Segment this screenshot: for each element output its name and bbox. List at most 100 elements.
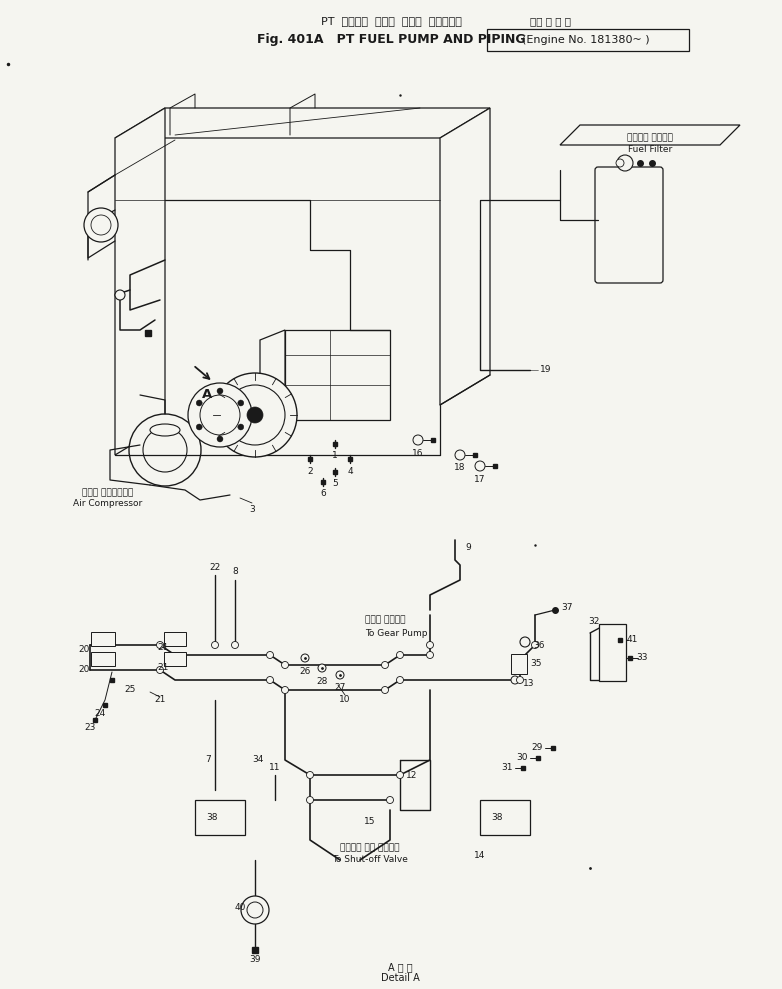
Text: （適 用 号 機: （適 用 号 機 — [530, 16, 571, 26]
Text: 15: 15 — [364, 818, 375, 827]
Text: 12: 12 — [407, 770, 418, 779]
Text: 37: 37 — [561, 603, 572, 612]
Circle shape — [382, 686, 389, 693]
Bar — [195, 800, 245, 835]
Circle shape — [520, 637, 530, 647]
Text: 20: 20 — [79, 666, 90, 674]
FancyBboxPatch shape — [91, 632, 115, 646]
Circle shape — [301, 654, 309, 662]
Text: 4: 4 — [347, 467, 353, 476]
Text: 29: 29 — [531, 744, 543, 753]
Circle shape — [211, 642, 218, 649]
Text: 21: 21 — [157, 644, 169, 653]
Circle shape — [241, 896, 269, 924]
Text: 22: 22 — [210, 563, 221, 572]
Text: 18: 18 — [454, 464, 466, 473]
Text: Detail A: Detail A — [381, 973, 419, 983]
Circle shape — [231, 642, 239, 649]
Text: 7: 7 — [205, 756, 211, 764]
Text: A: A — [202, 389, 212, 402]
Circle shape — [217, 436, 223, 442]
Circle shape — [318, 664, 326, 672]
Text: 31: 31 — [501, 764, 513, 772]
Text: 38: 38 — [491, 813, 503, 822]
Text: 9: 9 — [465, 544, 471, 553]
FancyBboxPatch shape — [164, 632, 186, 646]
Circle shape — [196, 424, 203, 430]
Text: To Shut-off Valve: To Shut-off Valve — [332, 855, 408, 864]
Circle shape — [396, 676, 404, 683]
Circle shape — [238, 400, 244, 406]
Text: 19: 19 — [540, 366, 551, 375]
Circle shape — [396, 771, 404, 778]
Text: シャット オフ バルブへ: シャット オフ バルブへ — [340, 844, 400, 853]
Text: 6: 6 — [320, 490, 326, 498]
Circle shape — [282, 686, 289, 693]
Text: 10: 10 — [339, 695, 351, 704]
FancyBboxPatch shape — [487, 29, 689, 51]
Polygon shape — [560, 125, 740, 145]
Circle shape — [188, 383, 252, 447]
Circle shape — [267, 652, 274, 659]
Text: 16: 16 — [412, 448, 424, 458]
Text: 11: 11 — [269, 764, 281, 772]
Text: (Engine No. 181380~ ): (Engine No. 181380~ ) — [522, 35, 650, 45]
Text: 34: 34 — [253, 756, 264, 764]
Circle shape — [382, 662, 389, 669]
Text: 5: 5 — [332, 480, 338, 489]
Text: 2: 2 — [307, 467, 313, 476]
Circle shape — [156, 667, 163, 674]
Circle shape — [238, 424, 244, 430]
Text: To Gear Pump: To Gear Pump — [365, 628, 428, 638]
Polygon shape — [115, 108, 490, 138]
Circle shape — [196, 400, 203, 406]
FancyBboxPatch shape — [599, 624, 626, 681]
Circle shape — [511, 676, 519, 684]
Circle shape — [516, 676, 523, 683]
Text: フェエル フィルタ: フェエル フィルタ — [627, 134, 673, 142]
Circle shape — [336, 671, 344, 679]
Text: エアー コンプレッサ: エアー コンプレッサ — [82, 489, 134, 497]
Text: 21: 21 — [154, 695, 166, 704]
Circle shape — [617, 155, 633, 171]
Circle shape — [217, 388, 223, 394]
Text: 17: 17 — [474, 475, 486, 484]
Text: 30: 30 — [516, 754, 528, 763]
Text: 23: 23 — [84, 724, 95, 733]
Circle shape — [213, 373, 297, 457]
Circle shape — [282, 662, 289, 669]
Text: 32: 32 — [588, 617, 600, 626]
Text: 13: 13 — [523, 678, 535, 687]
Circle shape — [129, 414, 201, 486]
Text: 33: 33 — [637, 654, 647, 663]
Text: 8: 8 — [232, 568, 238, 577]
Circle shape — [532, 642, 539, 649]
Circle shape — [396, 652, 404, 659]
Circle shape — [84, 208, 118, 242]
Text: A 詳 細: A 詳 細 — [388, 962, 412, 972]
Circle shape — [200, 395, 240, 435]
Text: 26: 26 — [300, 667, 310, 675]
Bar — [480, 800, 530, 835]
Circle shape — [267, 676, 274, 683]
Circle shape — [247, 902, 263, 918]
Circle shape — [115, 290, 125, 300]
Circle shape — [91, 215, 111, 235]
Text: 41: 41 — [626, 636, 637, 645]
Text: 1: 1 — [332, 452, 338, 461]
Circle shape — [307, 796, 314, 803]
Text: 14: 14 — [475, 851, 486, 859]
Text: 36: 36 — [533, 641, 544, 650]
FancyBboxPatch shape — [91, 652, 115, 666]
Text: 27: 27 — [335, 683, 346, 692]
Polygon shape — [260, 330, 285, 430]
Circle shape — [143, 428, 187, 472]
Circle shape — [386, 796, 393, 803]
Text: Fuel Filter: Fuel Filter — [628, 145, 672, 154]
Text: Fig. 401A   PT FUEL PUMP AND PIPING: Fig. 401A PT FUEL PUMP AND PIPING — [256, 33, 526, 46]
Text: 25: 25 — [124, 685, 136, 694]
Polygon shape — [285, 330, 390, 420]
Text: 20: 20 — [79, 646, 90, 655]
Text: Air Compressor: Air Compressor — [74, 499, 142, 508]
Circle shape — [475, 461, 485, 471]
